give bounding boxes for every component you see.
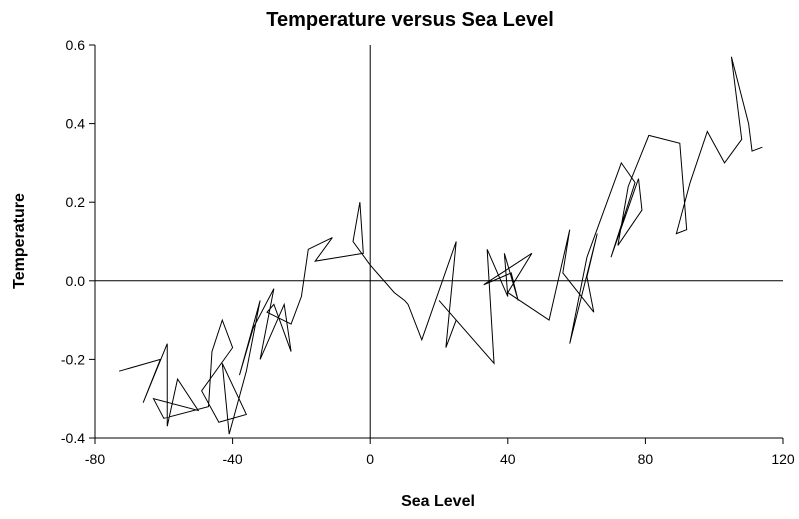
chart-title: Temperature versus Sea Level	[266, 9, 554, 31]
x-tick-label: 40	[500, 451, 516, 467]
x-tick-label: -80	[85, 451, 105, 467]
x-tick-label: 0	[366, 451, 374, 467]
x-tick-label: -40	[222, 451, 242, 467]
y-axis-title: Temperature	[11, 193, 28, 289]
y-tick-label: 0.6	[66, 37, 86, 53]
y-tick-label: -0.2	[61, 351, 85, 367]
data-line	[118, 56, 763, 435]
x-axis-title: Sea Level	[401, 493, 475, 510]
y-tick-label: 0.0	[66, 273, 86, 289]
x-tick-label: 120	[771, 451, 795, 467]
x-tick-label: 80	[638, 451, 654, 467]
y-tick-label: -0.4	[61, 430, 85, 446]
y-tick-label: 0.4	[66, 116, 86, 132]
y-tick-label: 0.2	[66, 194, 86, 210]
